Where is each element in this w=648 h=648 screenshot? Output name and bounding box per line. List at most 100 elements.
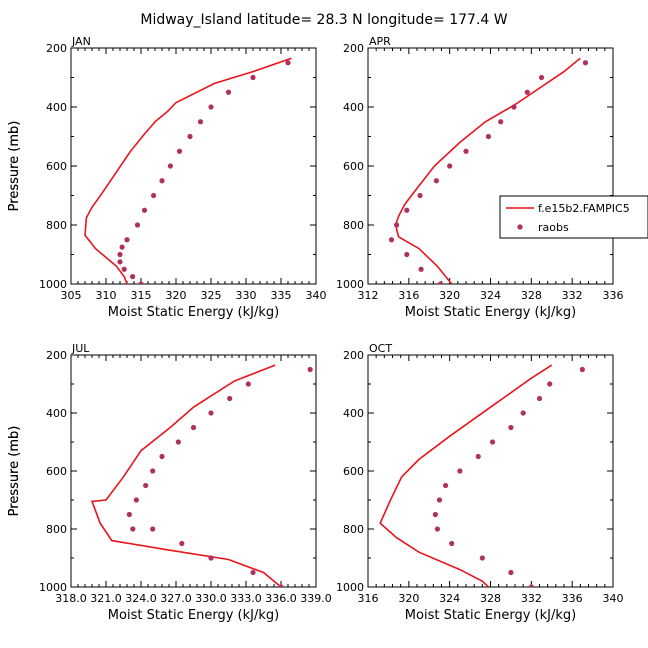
obs-point [463, 148, 469, 154]
obs-point [447, 163, 453, 169]
obs-point [285, 60, 291, 66]
obs-point [250, 569, 256, 576]
obs-point [187, 133, 193, 140]
chart-panel-jan: JAN 305 310 315 320 325 330 335 340 200 400 600 800 1… [7, 35, 327, 320]
y-tick-label: 800 [343, 219, 364, 232]
obs-point [388, 237, 395, 243]
y-tick-label: 400 [46, 101, 67, 114]
y-tick-label: 600 [343, 160, 364, 173]
obs-point [417, 192, 423, 199]
x-tick-label: 336 [603, 289, 624, 302]
legend-obs-swatch [517, 224, 523, 230]
obs-point [528, 584, 534, 587]
y-tick-label: 800 [46, 523, 67, 536]
obs-point [208, 555, 214, 561]
x-tick-label: 339.0 [300, 592, 332, 605]
obs-point [130, 526, 136, 532]
obs-point [134, 222, 141, 228]
legend: f.e15b2.FAMPIC5 raobs [499, 195, 648, 239]
plot-frame [70, 47, 317, 285]
obs-point [197, 119, 204, 125]
obs-point [307, 366, 313, 373]
series-line-model [90, 364, 283, 587]
x-tick-label: 320 [398, 592, 419, 605]
obs-point [418, 266, 424, 272]
plot-frame [70, 354, 317, 588]
obs-point [582, 60, 589, 66]
obs-point [508, 569, 514, 576]
x-tick-label: 340 [603, 592, 624, 605]
panels: JAN 305 310 315 320 325 330 335 340 200 400 600 800 1… [7, 35, 624, 623]
obs-point [159, 453, 165, 460]
x-tick-label: 305 [61, 289, 82, 302]
legend-obs-label: raobs [538, 221, 569, 234]
obs-point [121, 266, 127, 272]
series-line-model [394, 57, 581, 284]
obs-point [547, 381, 553, 387]
obs-point [190, 424, 197, 431]
obs-point [175, 439, 181, 445]
obs-point [489, 439, 496, 445]
obs-point [225, 89, 232, 95]
obs-point [119, 244, 125, 250]
legend-model-label: f.e15b2.FAMPIC5 [538, 202, 630, 215]
x-tick-label: 330.0 [195, 592, 227, 605]
obs-point [227, 395, 233, 402]
chart-panel-oct: OCT 316 320 324 328 332 336 340 200 400 600 800 1000… [7, 342, 624, 623]
x-tick-label: 333.0 [230, 592, 262, 605]
panel-label: JUL [71, 342, 90, 355]
x-tick-label: 316 [398, 289, 419, 302]
x-tick-label: 315 [131, 289, 152, 302]
obs-point [457, 468, 463, 474]
x-tick-label: 312 [358, 289, 379, 302]
y-tick-label: 200 [343, 42, 364, 55]
obs-point [150, 468, 156, 474]
y-axis-label: Pressure (mb) [7, 426, 22, 517]
obs-point [536, 395, 543, 402]
obs-point [141, 207, 148, 213]
obs-point [150, 526, 156, 532]
panel-label: JAN [71, 35, 91, 48]
x-axis-label: Moist Static Energy (kJ/kg) [405, 608, 576, 623]
obs-point [433, 178, 439, 184]
x-tick-label: 318.0 [55, 592, 87, 605]
y-axis-label: Pressure (mb) [7, 121, 22, 212]
obs-point [208, 104, 214, 110]
x-tick-label: 328 [521, 289, 542, 302]
obs-point [524, 89, 530, 95]
obs-point [498, 119, 504, 125]
obs-point [245, 381, 251, 387]
obs-point [442, 482, 449, 489]
x-tick-label: 321.0 [90, 592, 122, 605]
x-tick-label: 328 [480, 592, 501, 605]
y-tick-label: 200 [46, 349, 67, 362]
obs-point [434, 526, 441, 532]
obs-point [538, 74, 545, 81]
obs-point [475, 453, 481, 460]
y-tick-label: 600 [343, 465, 364, 478]
series-line-model [84, 57, 292, 284]
y-tick-label: 400 [46, 407, 67, 420]
figure-title: Midway_Island latitude= 28.3 N longitude… [140, 12, 507, 28]
obs-point [133, 497, 139, 503]
x-tick-label: 324 [439, 592, 460, 605]
x-axis-label: Moist Static Energy (kJ/kg) [108, 608, 279, 623]
obs-point [126, 511, 132, 518]
x-tick-label: 316 [358, 592, 379, 605]
obs-point [143, 482, 149, 489]
obs-point [159, 178, 165, 184]
chart-panel-jul: JUL 318.0 321.0 324.0 327.0 330.0 333.0 336.0 33… [7, 342, 332, 623]
legend-box [499, 195, 648, 239]
y-tick-label: 400 [343, 407, 364, 420]
series-line-model [379, 364, 553, 587]
y-tick-label: 1000 [336, 278, 364, 291]
x-axis-label: Moist Static Energy (kJ/kg) [405, 305, 576, 320]
y-tick-label: 800 [343, 523, 364, 536]
y-tick-label: 800 [46, 219, 67, 232]
obs-point [176, 148, 183, 154]
obs-point [579, 366, 585, 373]
x-tick-label: 336 [562, 592, 583, 605]
plot-frame [367, 47, 614, 285]
x-tick-label: 325 [201, 289, 222, 302]
obs-point [511, 104, 517, 110]
